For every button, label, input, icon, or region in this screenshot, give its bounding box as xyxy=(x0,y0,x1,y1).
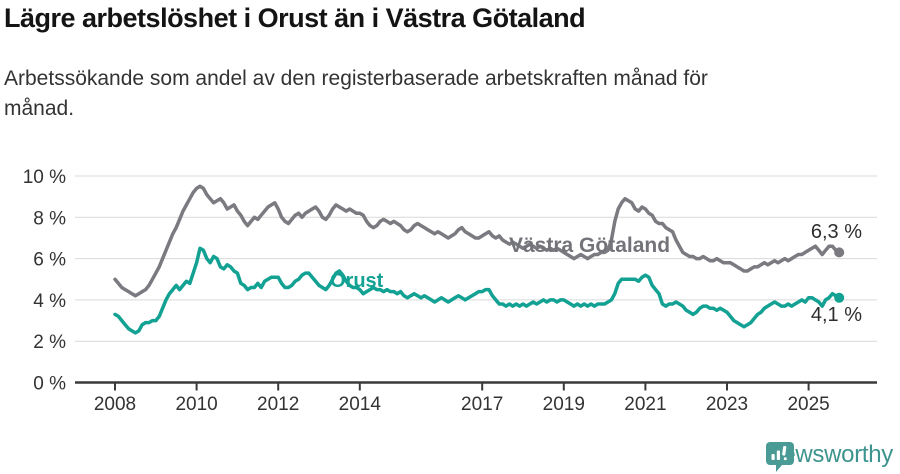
end-value-orust: 4,1 % xyxy=(811,304,862,326)
x-tick-label: 2019 xyxy=(543,394,585,415)
x-tick-label: 2012 xyxy=(257,394,299,415)
series-label-orust: Orust xyxy=(330,270,384,292)
y-tick-label: 8 % xyxy=(33,208,66,229)
y-tick-label: 10 % xyxy=(23,167,66,188)
end-value-vastra-gotaland: 6,3 % xyxy=(811,221,862,243)
chart-subtitle-line1: Arbetssökande som andel av den registerb… xyxy=(4,67,708,90)
series-line-orust xyxy=(113,246,841,335)
x-tick-label: 2025 xyxy=(787,394,829,415)
series-line-v-stra-g-taland xyxy=(113,184,841,298)
chart-layer: 0 % 2 % 4 % 6 % 8 % 10 % 2008 2010 2012 2014 2017 2… xyxy=(23,167,877,415)
y-tick-label: 4 % xyxy=(33,291,66,312)
x-tick-label: 2017 xyxy=(461,394,503,415)
chart-title: Lägre arbetslöshet i Orust än i Västra G… xyxy=(4,3,586,33)
x-tick-label: 2008 xyxy=(94,394,136,415)
x-tick-label: 2014 xyxy=(339,394,382,415)
newsworthy-logo: Newsworthy xyxy=(765,441,893,472)
series-end-dot xyxy=(834,247,845,258)
y-tick-label: 0 % xyxy=(33,374,66,395)
x-tick-label: 2023 xyxy=(706,394,748,415)
chart-subtitle-line2: månad. xyxy=(4,97,75,120)
y-tick-label: 6 % xyxy=(33,250,66,271)
y-tick-label: 2 % xyxy=(33,332,66,353)
x-tick-label: 2021 xyxy=(624,394,666,415)
chart-subtitle: Arbetssökande som andel av den registerb… xyxy=(4,64,708,124)
series-label-vastra-gotaland: Västra Götaland xyxy=(509,234,670,257)
newsworthy-bubble-chart-icon xyxy=(766,442,795,472)
x-tick-label: 2010 xyxy=(175,394,217,415)
series-end-dot xyxy=(834,292,845,303)
